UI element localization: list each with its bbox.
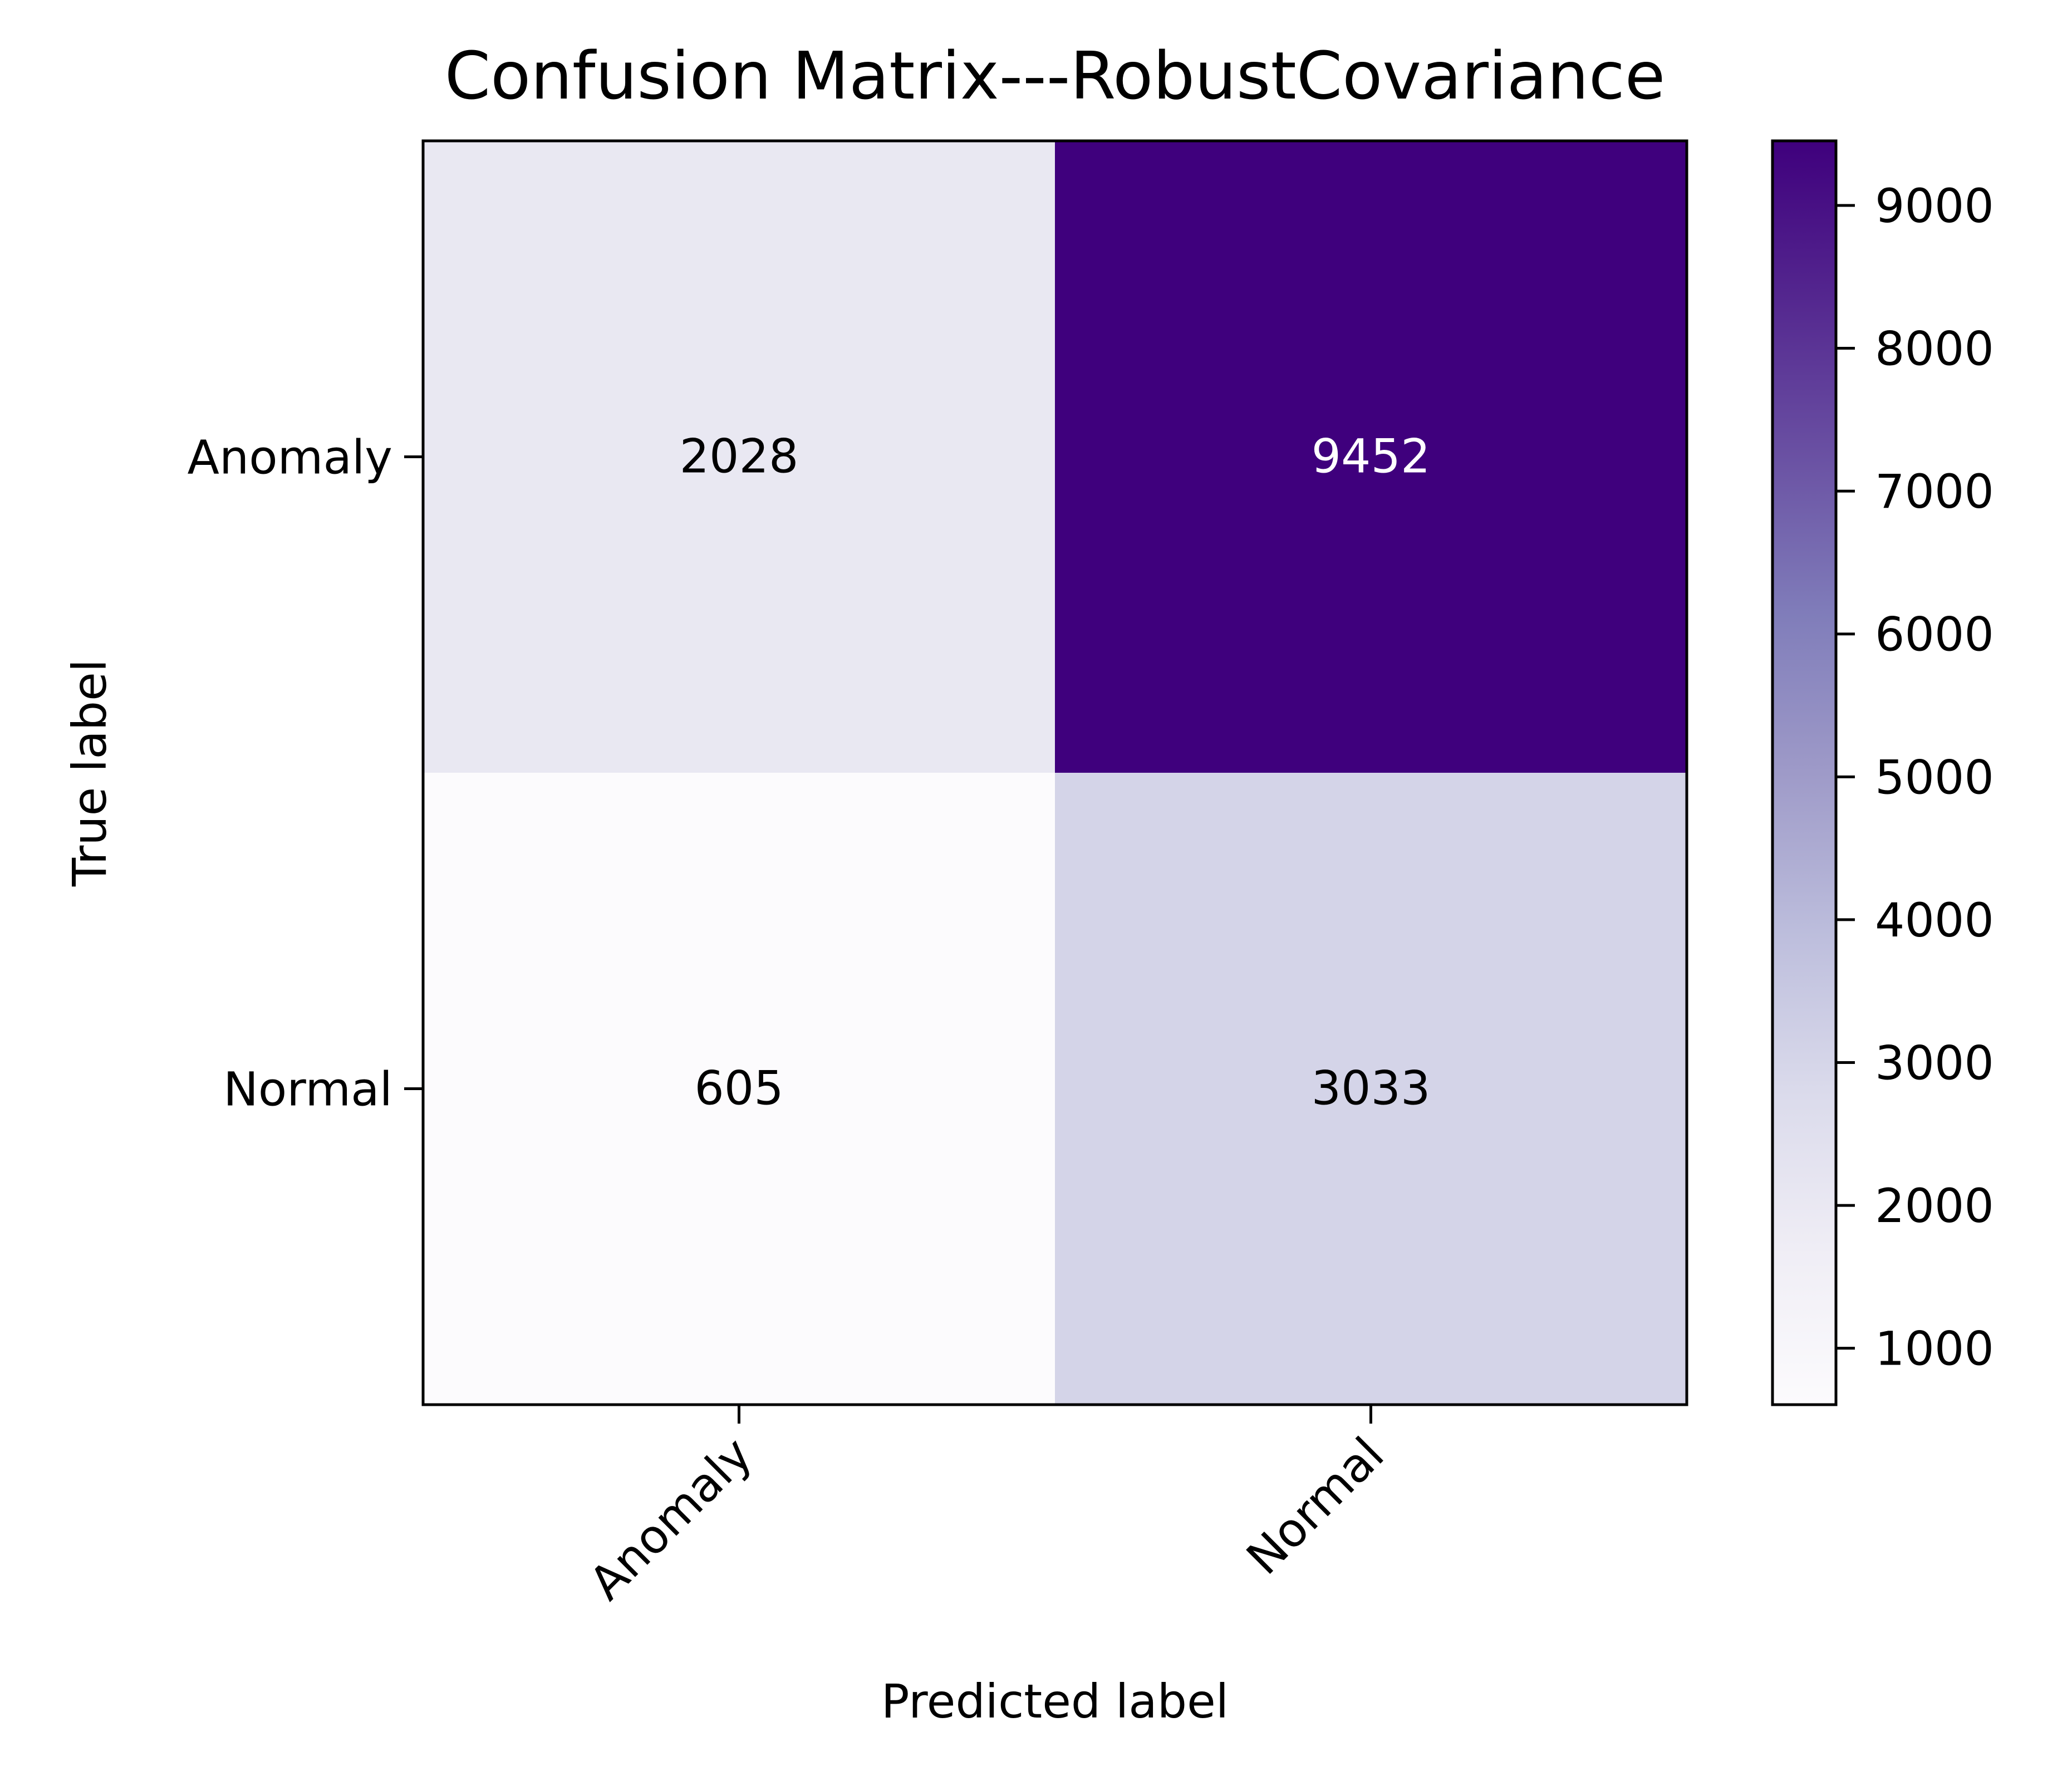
- cell-value-label: 605: [694, 1061, 783, 1116]
- y-tick-label-anomaly: Anomaly: [188, 430, 392, 485]
- plot-frame: [421, 139, 1688, 1406]
- colorbar-tick-label: 2000: [1875, 1179, 1994, 1233]
- y-axis: Anomaly Normal: [188, 430, 423, 1117]
- y-tick-label-normal: Normal: [223, 1062, 392, 1117]
- colorbar-tick-label: 8000: [1875, 322, 1994, 376]
- heatmap-cell-anomaly-anomaly: [423, 141, 1055, 773]
- heatmap-cell-labels: 2028 9452 605 3033: [680, 429, 1431, 1116]
- colorbar-tick-label: 3000: [1875, 1036, 1994, 1090]
- x-tick-label-normal: Normal: [1236, 1427, 1394, 1585]
- heatmap-cells: [423, 141, 1687, 1405]
- heatmap-cell-anomaly-normal: [1055, 141, 1687, 773]
- colorbar-tick-label: 1000: [1875, 1322, 1994, 1376]
- colorbar-tick-label: 4000: [1875, 893, 1994, 948]
- x-axis: Anomaly Normal: [579, 1405, 1395, 1611]
- x-axis-title: Predicted label: [881, 1674, 1229, 1729]
- colorbar-tick-label: 9000: [1875, 179, 1994, 233]
- colorbar-ticks: 1000 2000 3000 4000 5000 6000 7000 8000 9000: [1836, 179, 1994, 1376]
- colorbar-tick-label: 5000: [1875, 750, 1994, 804]
- chart-title: Confusion Matrix---RobustCovariance: [445, 37, 1666, 114]
- cell-value-label: 2028: [680, 429, 799, 484]
- heatmap-cell-normal-anomaly: [423, 773, 1055, 1405]
- cell-value-label: 3033: [1312, 1061, 1431, 1116]
- x-tick-label-anomaly: Anomaly: [579, 1427, 763, 1611]
- y-axis-title: True label: [62, 659, 117, 887]
- colorbar-tick-label: 7000: [1875, 464, 1994, 519]
- colorbar: [1771, 139, 1838, 1406]
- colorbar-tick-label: 6000: [1875, 607, 1994, 662]
- heatmap-cell-normal-normal: [1055, 773, 1687, 1405]
- cell-value-label: 9452: [1312, 429, 1431, 484]
